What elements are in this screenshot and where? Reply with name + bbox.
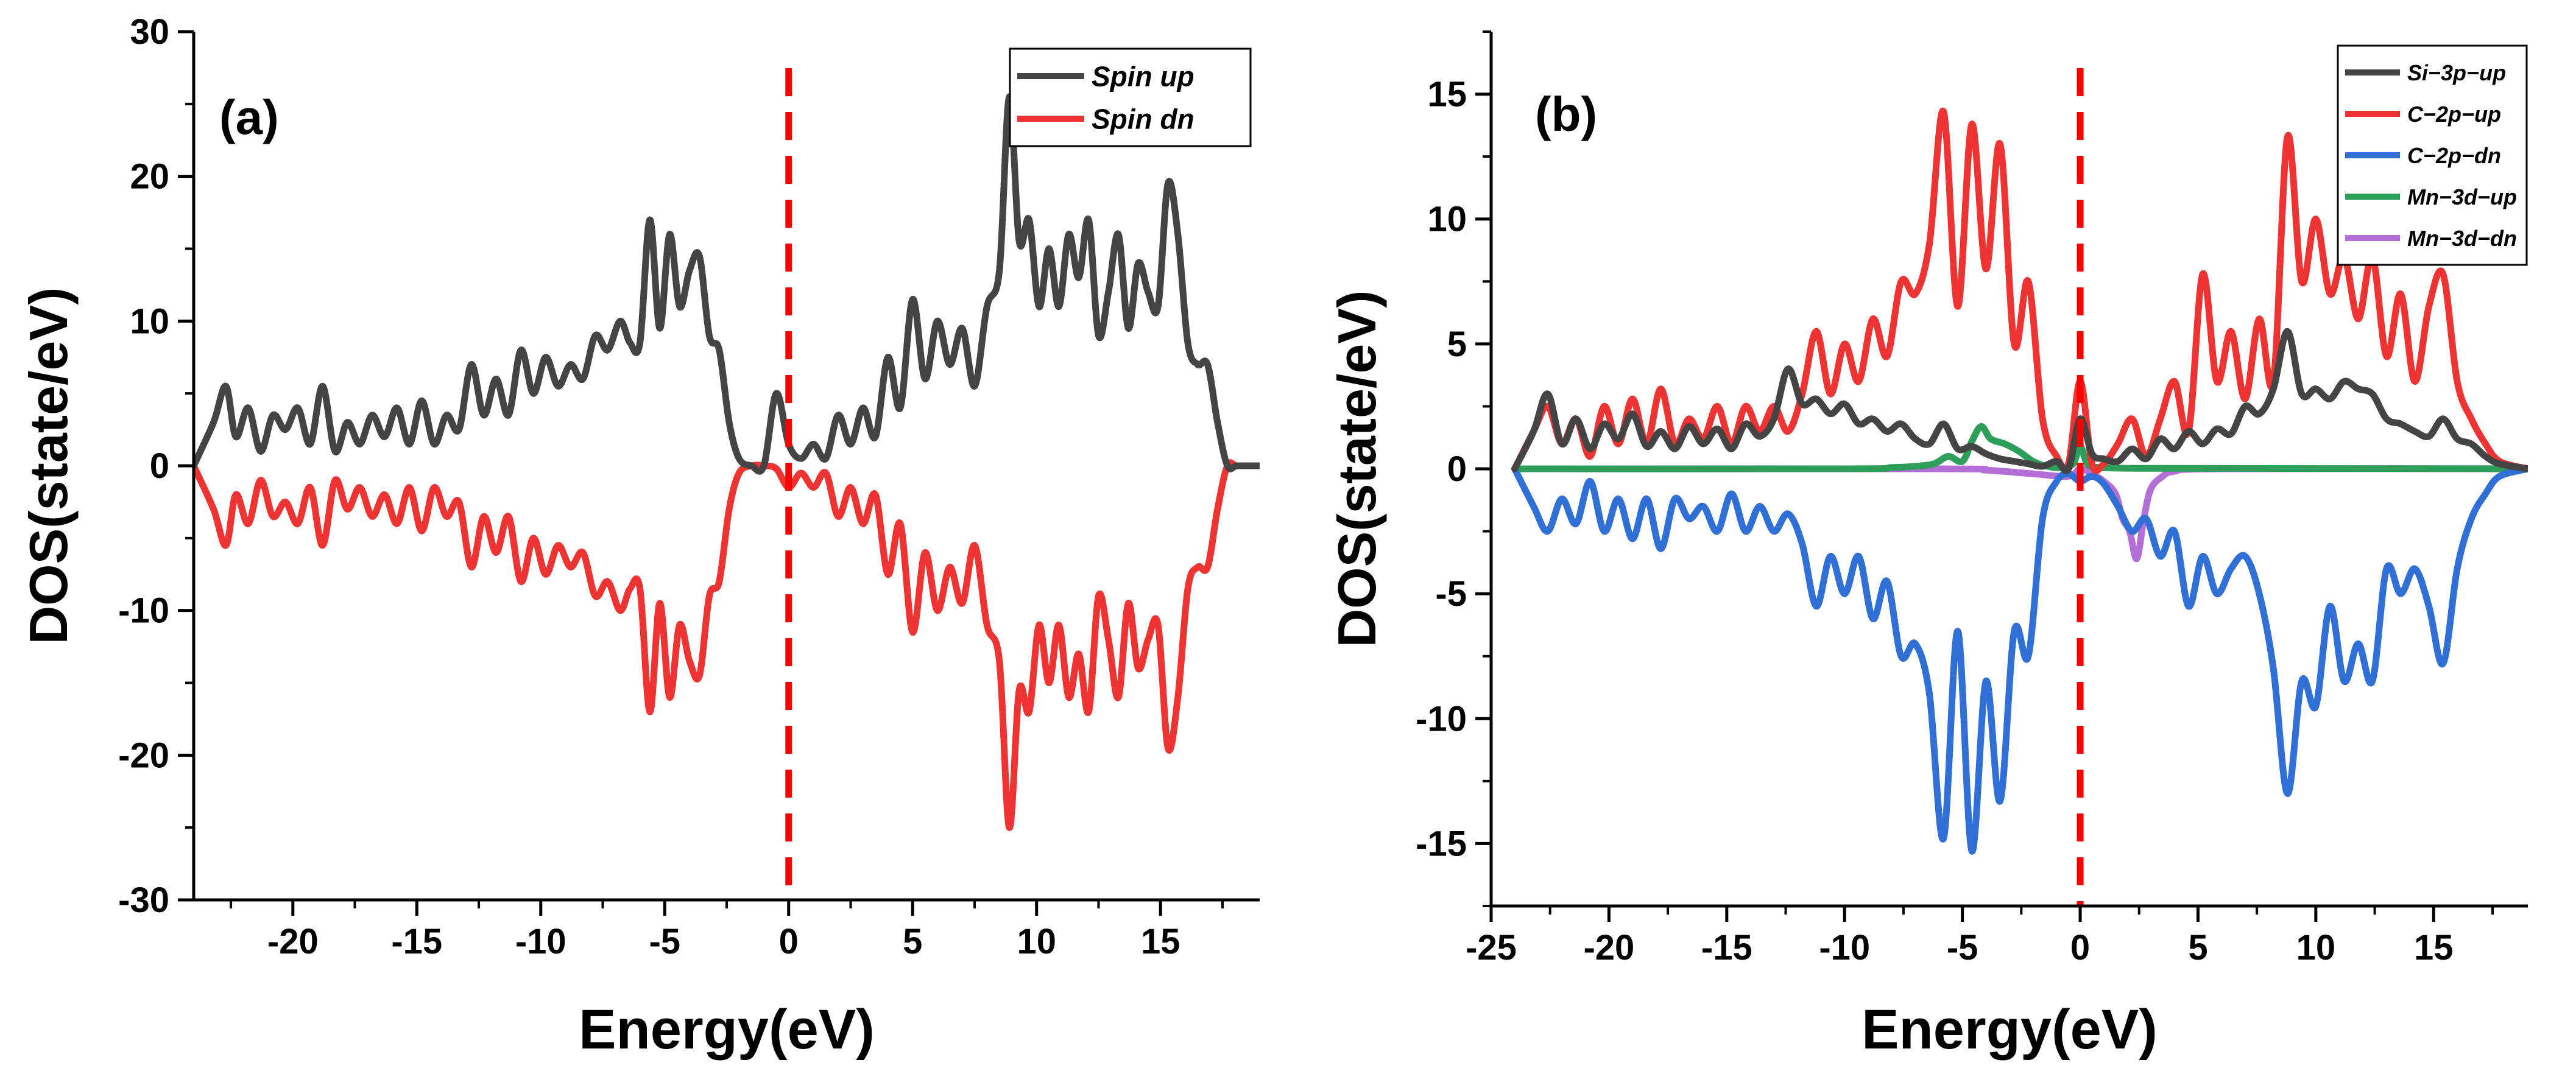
legend-label-3: Mn−3d−up xyxy=(2407,184,2517,209)
y-tick-label: -15 xyxy=(1416,824,1467,863)
series-line-1 xyxy=(194,459,1260,831)
x-axis-label: Energy(eV) xyxy=(1861,999,2158,1061)
x-tick-label: -10 xyxy=(515,922,566,961)
y-tick-label: 0 xyxy=(1447,449,1467,489)
x-axis-label: Energy(eV) xyxy=(579,999,875,1061)
x-tick-label: -20 xyxy=(1583,928,1634,967)
series-line-2 xyxy=(1511,465,2528,855)
series-line-0 xyxy=(194,93,1260,475)
panel-a: -20 -15 -10 -5 0 5 10 15 -30 -20 -10 0 10 20 30 Energy(… xyxy=(18,12,1260,1061)
x-tick-label: -10 xyxy=(1819,928,1870,967)
panel-label: (a) xyxy=(219,90,279,144)
x-tick-label: 5 xyxy=(903,922,922,961)
y-tick-label: -20 xyxy=(118,736,169,775)
y-tick-label: 5 xyxy=(1447,325,1467,364)
x-tick-label: -20 xyxy=(267,922,319,961)
x-tick-label: -15 xyxy=(1701,928,1752,967)
x-tick-label: 5 xyxy=(2188,928,2207,967)
x-tick-label: -15 xyxy=(391,922,442,961)
y-tick-label: 10 xyxy=(1427,200,1467,239)
x-tick-label: -5 xyxy=(649,922,680,961)
legend-label-4: Mn−3d−dn xyxy=(2407,226,2517,251)
x-tick-label: 0 xyxy=(2070,928,2090,967)
legend-label-1: C−2p−up xyxy=(2407,102,2501,127)
x-tick-label: 10 xyxy=(1017,922,1056,961)
legend-label-2: C−2p−dn xyxy=(2407,143,2501,168)
y-tick-label: 20 xyxy=(130,157,169,197)
y-tick-label: -5 xyxy=(1435,574,1467,614)
y-tick-label: 30 xyxy=(130,12,169,52)
x-tick-label: 0 xyxy=(779,922,799,961)
legend: Si−3p−up C−2p−up C−2p−dn Mn−3d−up Mn−3d−dn xyxy=(2337,44,2528,266)
x-tick-label: -5 xyxy=(1947,928,1978,967)
panel-b: -25 -20 -15 -10 -5 0 5 10 15 -15 -10 -5 0 5 10 15 Energy… xyxy=(1327,30,2528,1061)
legend-label-1: Spin dn xyxy=(1092,104,1194,135)
y-tick-label: -10 xyxy=(1416,699,1467,739)
y-axis-label: DOS(state/eV) xyxy=(1327,290,1387,648)
y-tick-label: 15 xyxy=(1427,75,1467,114)
y-tick-label: -10 xyxy=(118,591,169,631)
legend-box xyxy=(1009,47,1252,147)
legend: Spin up Spin dn xyxy=(1009,47,1252,147)
series-group xyxy=(194,93,1260,831)
x-tick-label: 15 xyxy=(1141,922,1180,961)
legend-label-0: Spin up xyxy=(1092,61,1194,93)
x-tick-label: 10 xyxy=(2296,928,2336,967)
y-tick-label: 0 xyxy=(150,446,169,486)
legend-label-0: Si−3p−up xyxy=(2407,60,2506,85)
y-tick-label: 10 xyxy=(130,301,169,341)
panel-label: (b) xyxy=(1535,87,1597,141)
series-line-0 xyxy=(1511,328,2528,474)
legend-box xyxy=(2337,44,2528,266)
series-line-3 xyxy=(1511,423,2528,472)
x-tick-label: 15 xyxy=(2414,928,2454,967)
x-tick-label: -25 xyxy=(1466,928,1517,967)
y-tick-label: -30 xyxy=(118,880,169,920)
y-axis-label: DOS(state/eV) xyxy=(18,287,79,645)
